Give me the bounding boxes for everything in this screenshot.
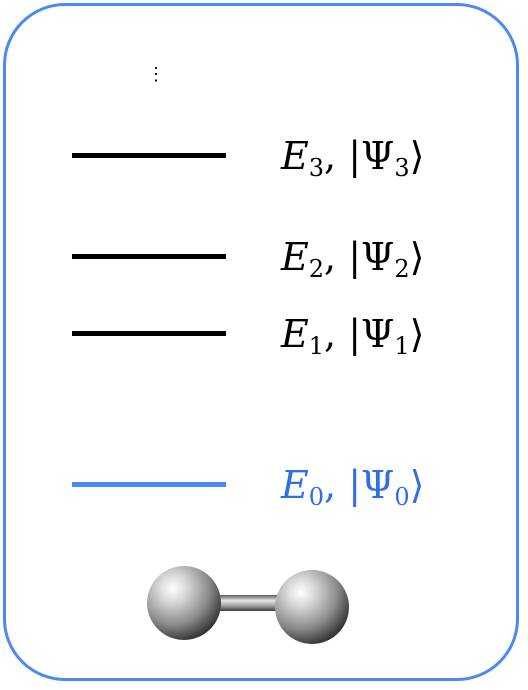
ket-bar: | [348, 235, 362, 279]
ket-angle: ⟩ [409, 134, 425, 178]
energy-level-3-line [72, 153, 226, 158]
energy-subscript: 0 [308, 483, 325, 511]
diatomic-molecule-icon [147, 566, 349, 644]
energy-subscript: 2 [308, 255, 325, 283]
comma: , [324, 312, 337, 356]
energy-level-diagram: ⋮ E3, |Ψ3⟩ E2, |Ψ2⟩ E1, |Ψ1⟩ E0, |Ψ0⟩ [3, 3, 519, 681]
ket-bar: | [348, 463, 362, 507]
ket-angle: ⟩ [409, 235, 425, 279]
atom-left [147, 566, 221, 640]
atom-right [275, 570, 349, 644]
energy-level-1-label: E1, |Ψ1⟩ [281, 309, 425, 360]
psi-subscript: 0 [394, 483, 410, 511]
psi-subscript: 2 [394, 255, 410, 283]
psi-symbol: Ψ [361, 312, 395, 356]
ket-angle: ⟩ [409, 312, 425, 356]
energy-level-1-line [72, 331, 226, 336]
energy-subscript: 1 [308, 332, 325, 360]
psi-symbol: Ψ [361, 134, 395, 178]
psi-subscript: 1 [394, 332, 410, 360]
energy-symbol: E [281, 463, 309, 507]
comma: , [324, 463, 337, 507]
psi-symbol: Ψ [361, 463, 395, 507]
energy-subscript: 3 [308, 154, 325, 182]
ket-bar: | [348, 312, 362, 356]
psi-symbol: Ψ [361, 235, 395, 279]
energy-level-0-line [72, 482, 226, 487]
energy-level-3-label: E3, |Ψ3⟩ [281, 131, 425, 182]
energy-level-2-line [72, 254, 226, 259]
energy-level-0-label: E0, |Ψ0⟩ [281, 460, 425, 511]
ellipsis: ⋮ [147, 64, 165, 85]
energy-symbol: E [281, 134, 309, 178]
energy-symbol: E [281, 235, 309, 279]
energy-symbol: E [281, 312, 309, 356]
psi-subscript: 3 [394, 154, 410, 182]
ket-bar: | [348, 134, 362, 178]
energy-level-2-label: E2, |Ψ2⟩ [281, 232, 425, 283]
ket-angle: ⟩ [409, 463, 425, 507]
comma: , [324, 134, 337, 178]
comma: , [324, 235, 337, 279]
